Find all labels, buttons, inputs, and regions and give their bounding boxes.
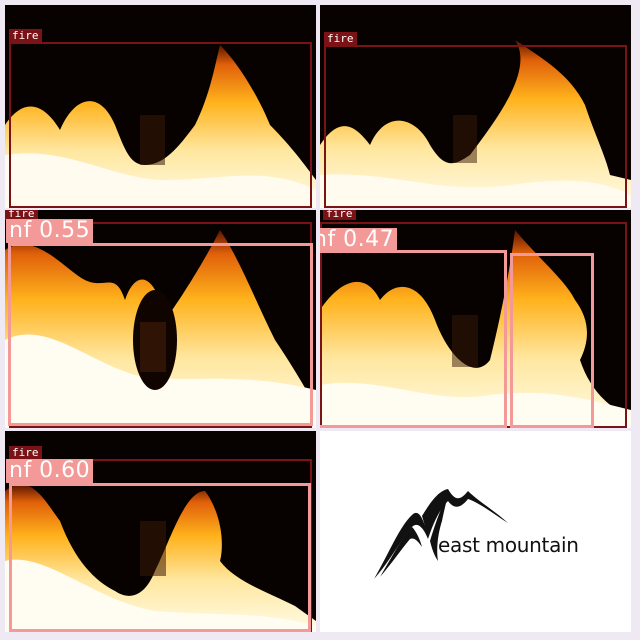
mountain-logo-icon	[374, 489, 508, 579]
prediction-label: nf 0.47	[320, 228, 398, 252]
fire-image-tile-1: fire	[5, 5, 316, 208]
prediction-box	[320, 250, 507, 428]
ground-truth-box	[9, 42, 312, 208]
flame-scene-2	[320, 5, 631, 208]
prediction-box	[8, 243, 313, 426]
ground-truth-label: fire	[9, 29, 42, 42]
ground-truth-label: fire	[9, 446, 42, 459]
prediction-box	[9, 483, 311, 632]
prediction-label: nf 0.55	[6, 219, 94, 243]
ground-truth-label: fire	[324, 32, 357, 45]
fire-image-tile-2: fire	[320, 5, 631, 208]
logo-tile: east mountain	[320, 431, 631, 632]
flame-scene-4	[320, 210, 631, 428]
prediction-label: nf 0.60	[6, 459, 94, 483]
fire-image-tile-5: fire nf 0.60	[5, 431, 316, 632]
ground-truth-label: fire	[323, 210, 356, 220]
flame-scene-1	[5, 5, 316, 208]
ground-truth-box	[324, 45, 627, 208]
ground-truth-label: fire	[5, 210, 38, 220]
fire-image-tile-4: fire nf 0.47	[320, 210, 631, 428]
logo-wordmark: east mountain	[438, 533, 579, 557]
flame-scene-3	[5, 210, 316, 428]
fire-image-tile-3: fire nf 0.55	[5, 210, 316, 428]
prediction-box	[510, 253, 594, 428]
